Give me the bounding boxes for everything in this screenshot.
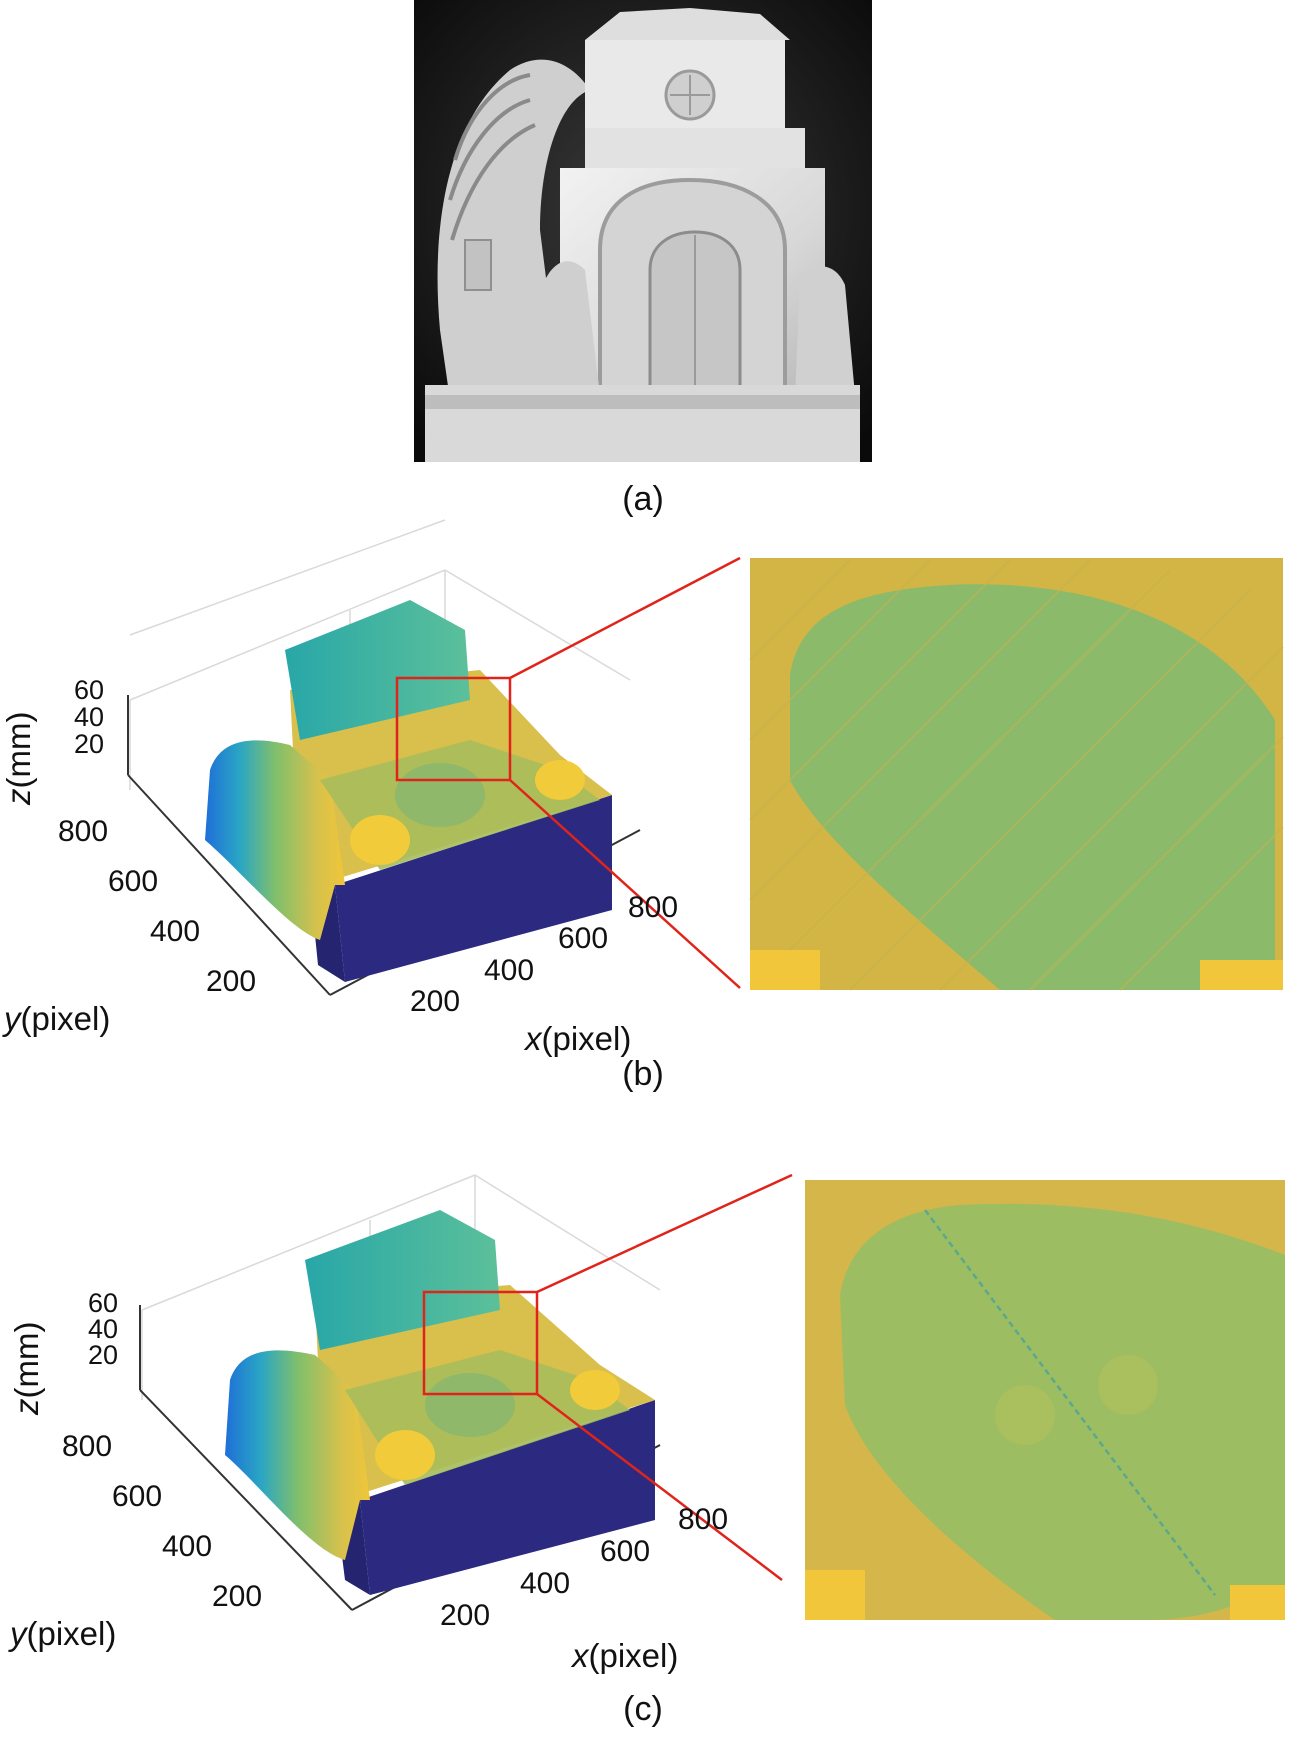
x-tick-800-c: 800 — [678, 1503, 729, 1536]
z-tick-40-c: 40 — [88, 1314, 119, 1344]
y-tick-600-b: 600 — [108, 865, 159, 898]
sculpture-photo — [414, 0, 872, 462]
x-tick-200-b: 200 — [410, 985, 461, 1018]
z-axis-label-b: z(mm) — [0, 712, 38, 805]
caption-a: (a) — [622, 480, 664, 518]
z-axis-unit-b: (mm) — [0, 711, 37, 789]
x-axis-unit-c: (pixel) — [588, 1637, 679, 1674]
panel-a: (a) — [0, 0, 1290, 540]
y-axis-unit-c: (pixel) — [26, 1615, 117, 1652]
z-axis-var-b: z — [0, 788, 37, 806]
z-axis-label-c: z(mm) — [8, 1322, 46, 1415]
z-axis-unit-c: (mm) — [8, 1321, 45, 1399]
x-axis-var-c: x — [572, 1637, 589, 1674]
x-tick-800-b: 800 — [628, 891, 679, 924]
y-tick-600-c: 600 — [112, 1480, 163, 1513]
caption-c: (c) — [623, 1690, 663, 1728]
y-axis-label-c: y(pixel) — [10, 1615, 116, 1653]
x-axis-unit-b: (pixel) — [541, 1020, 632, 1057]
z-tick-60-b: 60 — [74, 675, 105, 705]
surface-plot-c — [139, 1173, 1285, 1620]
z-tick-20-b: 20 — [74, 729, 105, 759]
y-tick-200-c: 200 — [212, 1580, 263, 1613]
panel-c: 60 40 20 800 600 400 200 200 400 600 800… — [0, 1173, 1290, 1738]
x-tick-600-c: 600 — [600, 1535, 651, 1568]
panel-b: 60 40 20 800 600 400 200 200 400 600 800… — [0, 519, 1290, 1100]
z-axis-var-c: z — [8, 1398, 45, 1416]
y-tick-400-b: 400 — [150, 915, 201, 948]
y-tick-800-b: 800 — [58, 815, 109, 848]
x-tick-400-c: 400 — [520, 1567, 571, 1600]
y-tick-400-c: 400 — [162, 1530, 213, 1563]
y-axis-label-b: y(pixel) — [4, 1000, 110, 1038]
y-axis-var-c: y — [10, 1615, 27, 1652]
x-tick-400-b: 400 — [484, 954, 535, 987]
x-tick-600-b: 600 — [558, 922, 609, 955]
z-tick-40-b: 40 — [74, 702, 105, 732]
x-axis-label-b: x(pixel) — [525, 1020, 631, 1058]
z-tick-20-c: 20 — [88, 1340, 119, 1370]
y-tick-800-c: 800 — [62, 1430, 113, 1463]
z-tick-60-c: 60 — [88, 1288, 119, 1318]
surface-plot-b — [127, 519, 1284, 996]
x-axis-var-b: x — [525, 1020, 542, 1057]
y-axis-var-b: y — [4, 1000, 21, 1037]
y-tick-200-b: 200 — [206, 965, 257, 998]
caption-b: (b) — [622, 1055, 664, 1093]
x-tick-200-c: 200 — [440, 1599, 491, 1632]
x-axis-label-c: x(pixel) — [572, 1637, 678, 1675]
y-axis-unit-b: (pixel) — [20, 1000, 111, 1037]
